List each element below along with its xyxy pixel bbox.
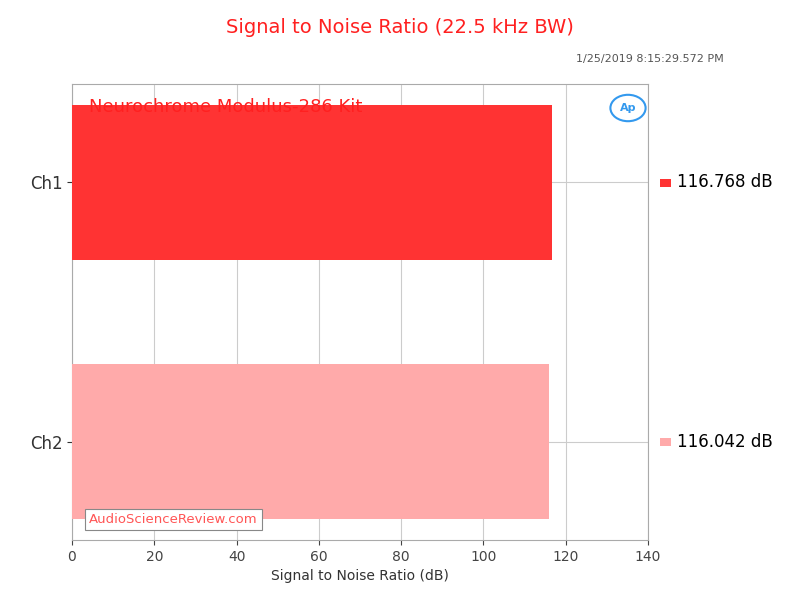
Text: AudioScienceReview.com: AudioScienceReview.com (90, 514, 258, 526)
X-axis label: Signal to Noise Ratio (dB): Signal to Noise Ratio (dB) (271, 569, 449, 583)
Text: 116.768 dB: 116.768 dB (677, 173, 773, 191)
Bar (72, 364, 550, 519)
Bar (72, 105, 553, 260)
Text: Neurochrome Modulus-286 Kit: Neurochrome Modulus-286 Kit (90, 98, 362, 116)
Text: Signal to Noise Ratio (22.5 kHz BW): Signal to Noise Ratio (22.5 kHz BW) (226, 18, 574, 37)
Text: Ap: Ap (620, 103, 636, 113)
Text: 116.042 dB: 116.042 dB (677, 433, 773, 451)
Text: 1/25/2019 8:15:29.572 PM: 1/25/2019 8:15:29.572 PM (576, 54, 724, 64)
